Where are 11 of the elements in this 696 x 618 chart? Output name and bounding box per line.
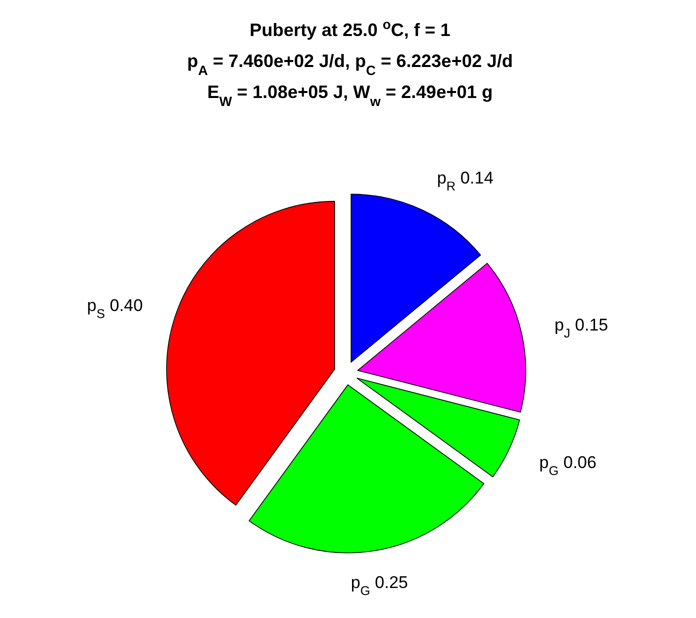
data-label: 0.15 xyxy=(570,316,608,335)
slice-label: p$_{J}$ xyxy=(554,316,570,340)
slice-label: p$_{G}$ xyxy=(350,573,370,598)
slice-label: p$_{R}$ xyxy=(436,169,456,194)
slice-label: p$_{G}$ xyxy=(539,453,559,478)
data-label: 0.25 xyxy=(370,573,408,592)
chart-title: Puberty at 25.0 $^{o}$C, f = 1 p$_{A}$ = 7.460e+02 J/d, p$_{C}$ = 6.223e+02 J/d E$_{W}$ = 1.08e+05 J, W$_{w}$ = 2.49e+01 g xyxy=(187,16,513,108)
slice-label: p$_{S}$ xyxy=(87,296,106,321)
data-label: 0.06 xyxy=(558,453,596,472)
data-label: 0.40 xyxy=(105,296,143,316)
data-label: 0.14 xyxy=(456,169,494,188)
